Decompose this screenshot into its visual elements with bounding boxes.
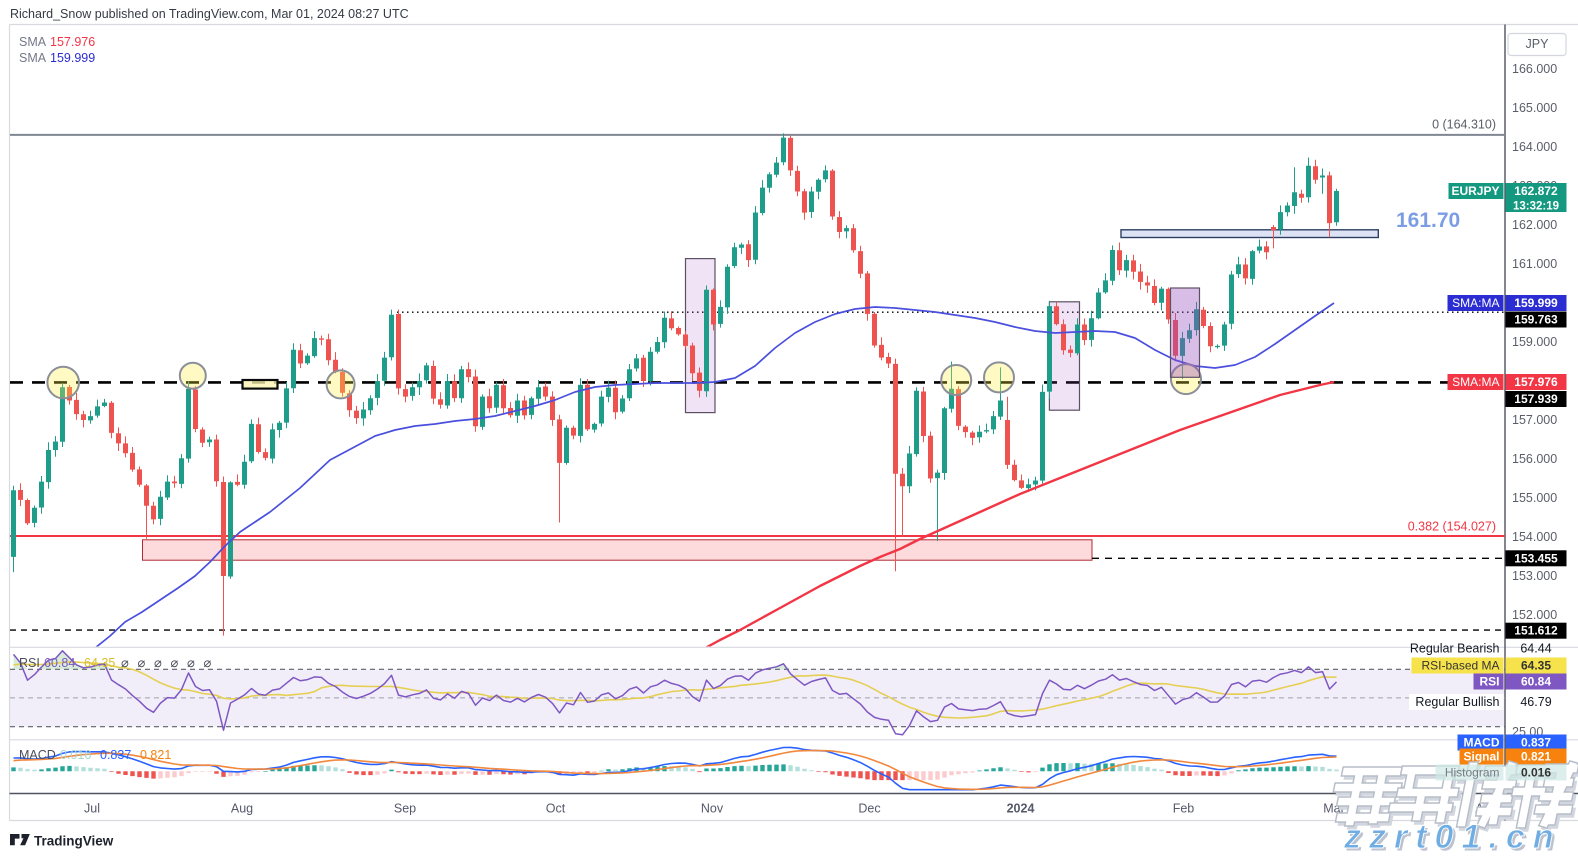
svg-text:161.70: 161.70 — [1396, 209, 1460, 232]
svg-text:64.35: 64.35 — [84, 656, 115, 670]
svg-text:0.382 (154.027): 0.382 (154.027) — [1408, 520, 1496, 534]
svg-text:Feb: Feb — [1173, 802, 1195, 816]
svg-text:0.837: 0.837 — [1521, 736, 1551, 750]
svg-text:64.44: 64.44 — [1520, 642, 1551, 656]
svg-text:0.016: 0.016 — [1521, 766, 1551, 780]
svg-text:⌀: ⌀ — [204, 655, 212, 670]
svg-text:JPY: JPY — [1526, 37, 1550, 51]
svg-text:Sep: Sep — [394, 802, 416, 816]
svg-text:0.837: 0.837 — [100, 748, 131, 762]
svg-text:RSI: RSI — [1479, 675, 1499, 689]
svg-text:SMA: SMA — [19, 51, 47, 65]
svg-text:⌀: ⌀ — [121, 655, 129, 670]
svg-text:0.821: 0.821 — [140, 748, 171, 762]
svg-text:0.821: 0.821 — [1521, 750, 1551, 764]
svg-text:SMA: SMA — [19, 35, 47, 49]
svg-text:157.976: 157.976 — [1514, 375, 1558, 389]
svg-text:MACD: MACD — [1464, 736, 1500, 750]
svg-text:162.000: 162.000 — [1512, 218, 1557, 232]
svg-text:⌀: ⌀ — [154, 655, 162, 670]
svg-text:155.000: 155.000 — [1512, 491, 1557, 505]
svg-text:13:32:19: 13:32:19 — [1513, 201, 1559, 213]
svg-text:TradingView: TradingView — [34, 834, 114, 849]
svg-text:164.000: 164.000 — [1512, 140, 1557, 154]
svg-text:Regular Bearish: Regular Bearish — [1410, 642, 1500, 656]
svg-text:Dec: Dec — [858, 802, 880, 816]
svg-text:Signal: Signal — [1463, 750, 1499, 764]
svg-text:EURJPY: EURJPY — [1451, 184, 1499, 198]
svg-text:zzrt01.cn: zzrt01.cn — [1343, 818, 1562, 856]
svg-text:2024: 2024 — [1007, 802, 1035, 816]
svg-text:157.000: 157.000 — [1512, 413, 1557, 427]
svg-text:0 (164.310): 0 (164.310) — [1432, 117, 1496, 131]
svg-text:162.872: 162.872 — [1514, 184, 1558, 198]
svg-text:⌀: ⌀ — [187, 655, 195, 670]
svg-text:Jul: Jul — [84, 802, 100, 816]
svg-text:zzrt01.cn: zzrt01.cn — [1346, 821, 1565, 857]
svg-text:⌀: ⌀ — [171, 655, 179, 670]
svg-text:Regular Bullish: Regular Bullish — [1415, 695, 1499, 709]
svg-text:SMA:MA: SMA:MA — [1452, 375, 1499, 389]
svg-text:154.000: 154.000 — [1512, 530, 1557, 544]
svg-text:151.612: 151.612 — [1514, 624, 1558, 638]
svg-text:SMA:MA: SMA:MA — [1452, 296, 1499, 310]
svg-text:Histogram: Histogram — [1445, 766, 1500, 780]
svg-text:46.79: 46.79 — [1520, 695, 1551, 709]
svg-text:60.84: 60.84 — [44, 656, 75, 670]
svg-text:152.000: 152.000 — [1512, 608, 1557, 622]
svg-text:166.000: 166.000 — [1512, 62, 1557, 76]
svg-text:64.35: 64.35 — [1521, 659, 1551, 673]
svg-text:Aug: Aug — [231, 802, 253, 816]
svg-text:Richard_Snow published on Trad: Richard_Snow published on TradingView.co… — [10, 7, 409, 21]
svg-text:159.999: 159.999 — [50, 51, 95, 65]
svg-text:159.999: 159.999 — [1514, 296, 1558, 310]
svg-text:60.84: 60.84 — [1521, 675, 1551, 689]
svg-text:RSI: RSI — [19, 656, 40, 670]
svg-text:RSI-based MA: RSI-based MA — [1421, 659, 1499, 673]
svg-text:153.455: 153.455 — [1514, 551, 1558, 565]
svg-text:165.000: 165.000 — [1512, 101, 1557, 115]
svg-text:Oct: Oct — [546, 802, 566, 816]
svg-text:159.763: 159.763 — [1514, 313, 1558, 327]
svg-text:⌀: ⌀ — [138, 655, 146, 670]
svg-text:MACD: MACD — [19, 748, 56, 762]
svg-text:153.000: 153.000 — [1512, 569, 1557, 583]
svg-text:Nov: Nov — [701, 802, 724, 816]
svg-text:156.000: 156.000 — [1512, 452, 1557, 466]
svg-text:0.016: 0.016 — [60, 748, 91, 762]
svg-text:159.000: 159.000 — [1512, 335, 1557, 349]
svg-text:161.000: 161.000 — [1512, 257, 1557, 271]
svg-text:157.939: 157.939 — [1514, 392, 1558, 406]
svg-text:157.976: 157.976 — [50, 35, 95, 49]
